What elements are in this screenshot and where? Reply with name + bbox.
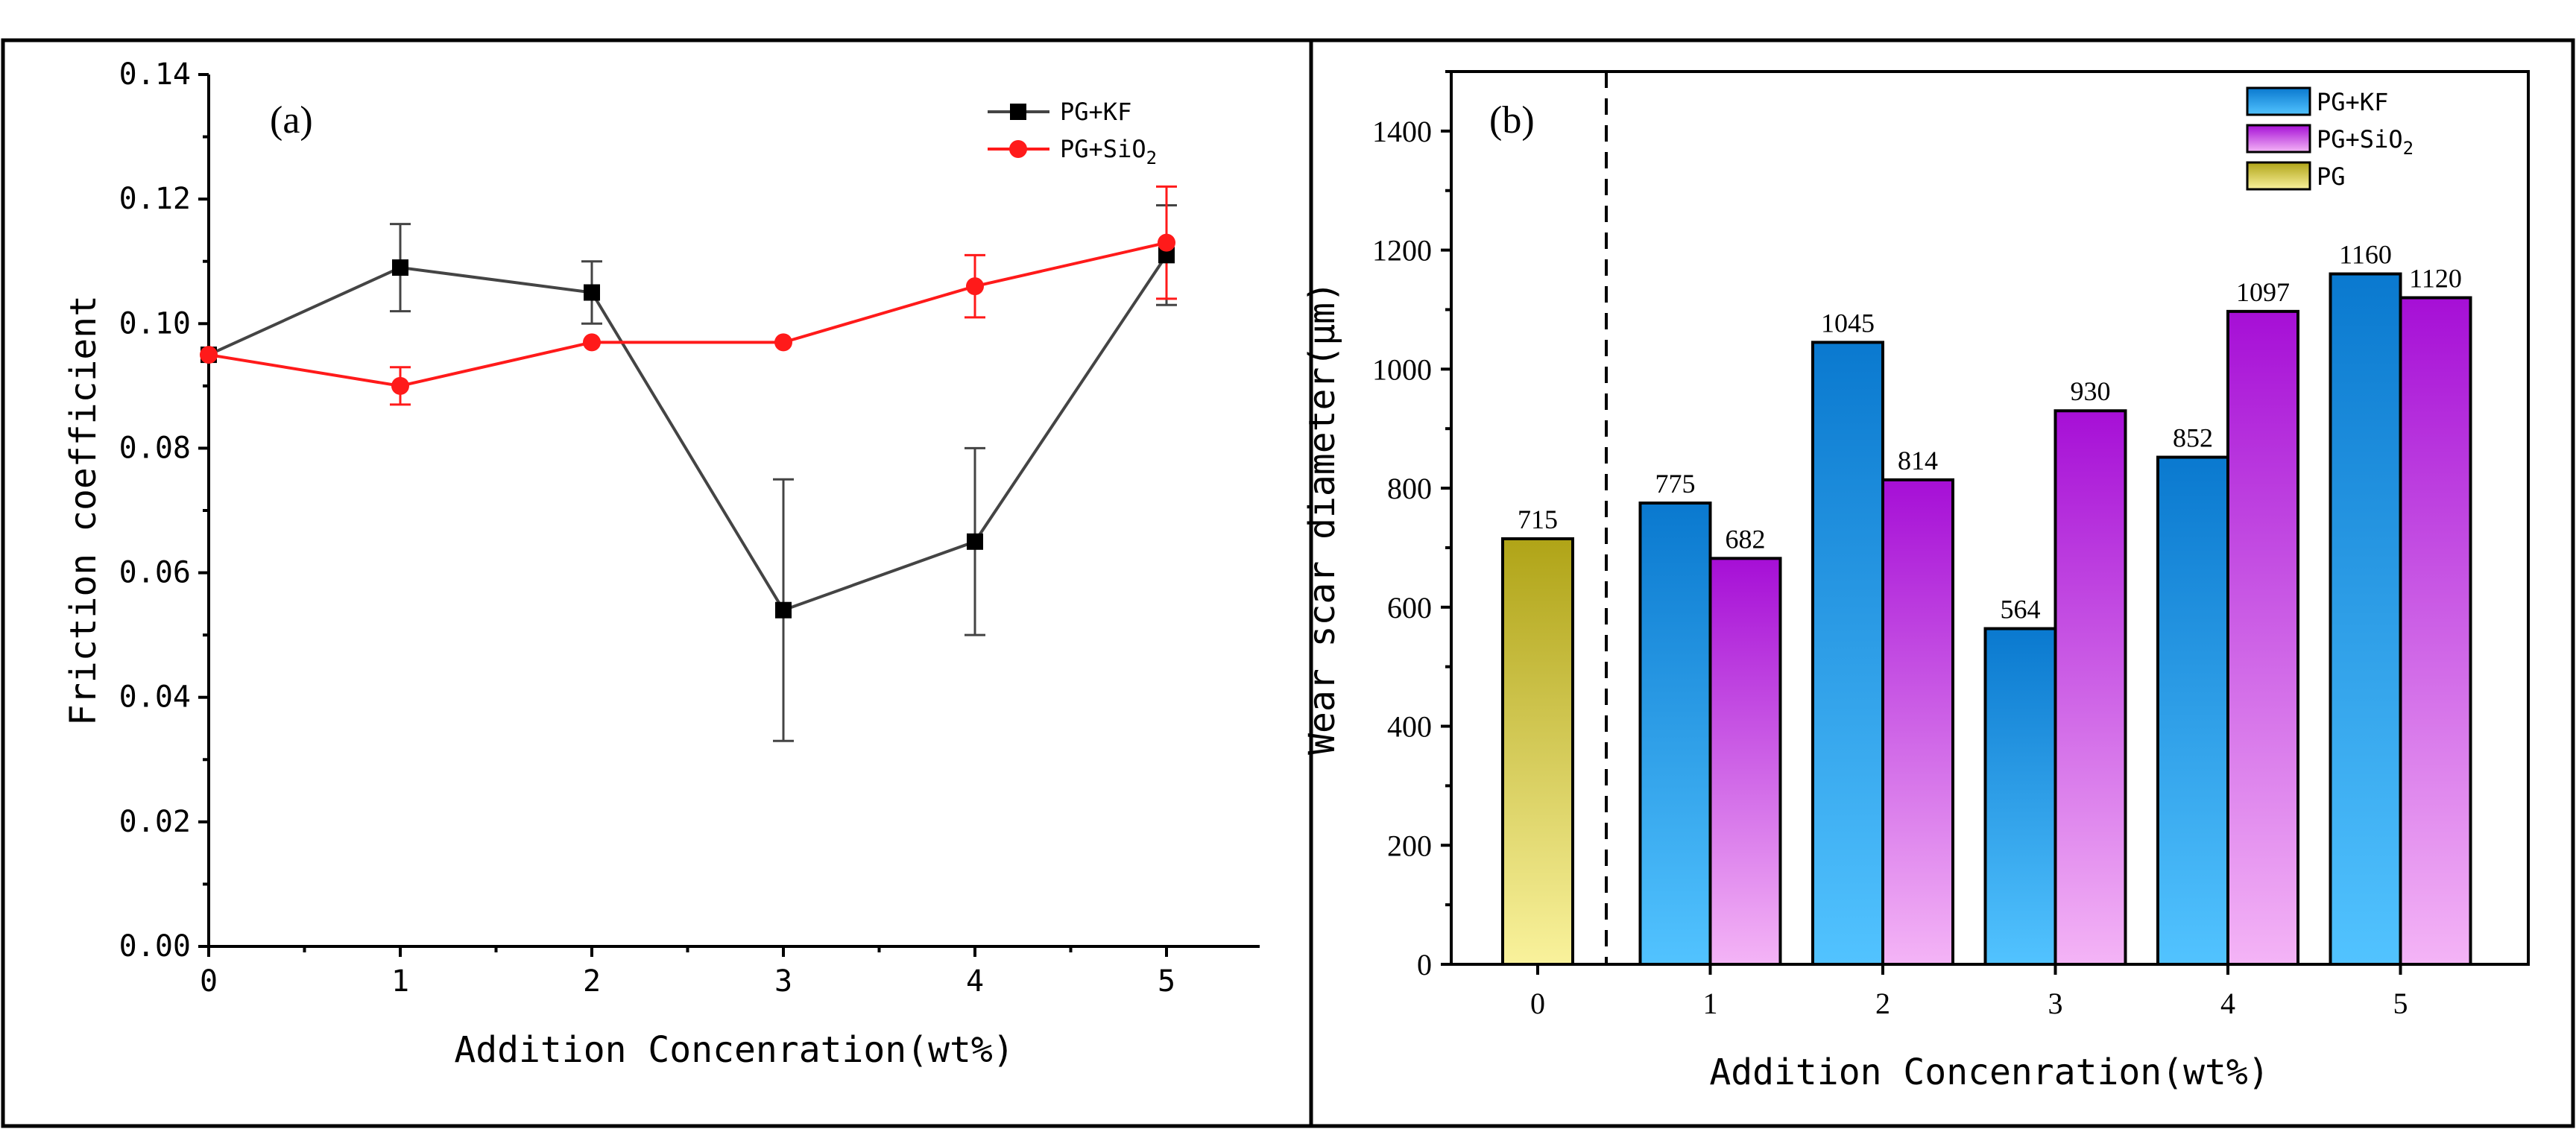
data-label: 715: [1518, 505, 1558, 534]
data-point: [1158, 233, 1175, 252]
data-label: 775: [1655, 469, 1696, 499]
legend-label: PG+KF: [1060, 98, 1131, 126]
data-point: [392, 259, 408, 276]
y-tick-label: 1400: [1372, 115, 1432, 148]
legend-label: PG+SiO2: [1060, 135, 1157, 168]
chart-b-legend: PG+KF PG+SiO2 PG: [2246, 86, 2414, 191]
chart-a-panel-label: (a): [270, 99, 313, 142]
data-label: 814: [1898, 446, 1938, 475]
bar-pg: [1501, 537, 1574, 966]
chart-a-series: [200, 185, 1177, 742]
y-tick-label: 0.12: [119, 182, 191, 216]
data-point: [200, 346, 218, 364]
y-tick-label: 200: [1387, 829, 1432, 862]
bar-pg-kf: [1811, 341, 1884, 967]
bar-pg-sio2: [1708, 557, 1782, 966]
chart-a-x-ticks: 0 1 2 3 4 5: [200, 946, 1175, 999]
legend-swatch: [2246, 124, 2311, 154]
x-tick-label: 5: [1158, 964, 1175, 999]
bar-pg-kf: [2329, 272, 2402, 966]
x-tick-label: 2: [583, 964, 601, 999]
legend-label: PG+SiO2: [2317, 125, 2414, 159]
chart-a-x-axis-label: Addition Concenration(wt%): [454, 1029, 1014, 1071]
data-point: [967, 533, 983, 550]
y-tick-label: 1200: [1372, 234, 1432, 268]
series-line: [208, 254, 1168, 613]
x-tick-label: 2: [1875, 987, 1890, 1020]
chart-b-y-ticks: 0 200 400 600 800 1000 1200 1400: [1372, 70, 1451, 981]
chart-a-legend: PG+KF PG+SiO2: [988, 98, 1157, 168]
y-tick-label: 0.00: [119, 929, 191, 964]
y-tick-label: 600: [1387, 591, 1432, 624]
x-tick-label: 0: [1530, 987, 1545, 1020]
y-tick-label: 0.10: [119, 306, 191, 341]
y-tick-label: 0.06: [119, 556, 191, 590]
chart-b-x-ticks: 0 1 2 3 4 5: [1530, 964, 2408, 1020]
x-tick-label: 3: [2048, 987, 2063, 1020]
x-tick-label: 4: [966, 964, 984, 999]
bar-pg-kf: [1983, 627, 2057, 966]
bar-pg-sio2: [1881, 478, 1954, 966]
chart-b-x-axis-label: Addition Concenration(wt%): [1709, 1051, 2269, 1093]
y-tick-label: 0.08: [119, 431, 191, 465]
data-label: 1045: [1821, 308, 1875, 338]
data-point: [391, 376, 409, 395]
y-tick-label: 0.14: [119, 57, 191, 92]
bar-pg-kf: [1638, 502, 1712, 966]
data-label: 564: [2001, 595, 2041, 624]
legend-swatch: [2246, 161, 2311, 191]
data-point: [775, 601, 792, 619]
x-tick-label: 0: [200, 964, 218, 999]
y-tick-label: 1000: [1372, 352, 1432, 386]
chart-a-y-axis-label: Friction coefficient: [63, 295, 104, 726]
legend-label: PG+KF: [2317, 88, 2388, 116]
legend-swatch: [2246, 86, 2311, 116]
x-tick-label: 3: [774, 964, 792, 999]
panel-b-frame: [1309, 38, 2575, 1128]
bar-pg-sio2: [2226, 309, 2299, 966]
x-tick-label: 4: [2220, 987, 2235, 1020]
y-tick-label: 800: [1387, 472, 1432, 505]
series-line: [208, 241, 1167, 388]
x-tick-label: 5: [2393, 987, 2408, 1020]
legend-label: PG: [2317, 162, 2346, 191]
data-point: [584, 284, 600, 301]
chart-b-panel-label: (b): [1489, 99, 1535, 142]
y-tick-label: 0.02: [119, 805, 191, 839]
data-label: 852: [2173, 423, 2213, 453]
data-point: [966, 277, 984, 296]
legend-marker: [1009, 140, 1027, 158]
y-tick-label: 0: [1417, 948, 1432, 981]
x-tick-label: 1: [1703, 987, 1718, 1020]
chart-b-y-axis-label: Wear scar diameter(μm): [1301, 281, 1343, 755]
bar-pg-sio2: [2053, 409, 2127, 966]
legend-marker: [1010, 104, 1026, 120]
y-tick-label: 400: [1387, 710, 1432, 744]
bar-pg-kf: [2156, 455, 2229, 966]
chart-b-bars: 715 775 682 1045 814 564 930 852 1097 1160 1120: [1501, 240, 2472, 967]
bar-pg-sio2: [2399, 296, 2472, 966]
panel-a-frame: [1, 38, 1313, 1128]
data-label: 930: [2071, 376, 2111, 406]
x-tick-label: 1: [391, 964, 409, 999]
data-label: 682: [1726, 524, 1766, 554]
data-label: 1120: [2409, 263, 2462, 293]
data-label: 1160: [2339, 240, 2392, 270]
chart-a-y-ticks: 0.00 0.02 0.04 0.06 0.08 0.10 0.12 0.14: [119, 57, 209, 964]
y-tick-label: 0.04: [119, 680, 191, 715]
data-point: [774, 333, 792, 352]
data-point: [1158, 247, 1175, 264]
data-label: 1097: [2236, 277, 2290, 307]
data-point: [583, 333, 601, 352]
